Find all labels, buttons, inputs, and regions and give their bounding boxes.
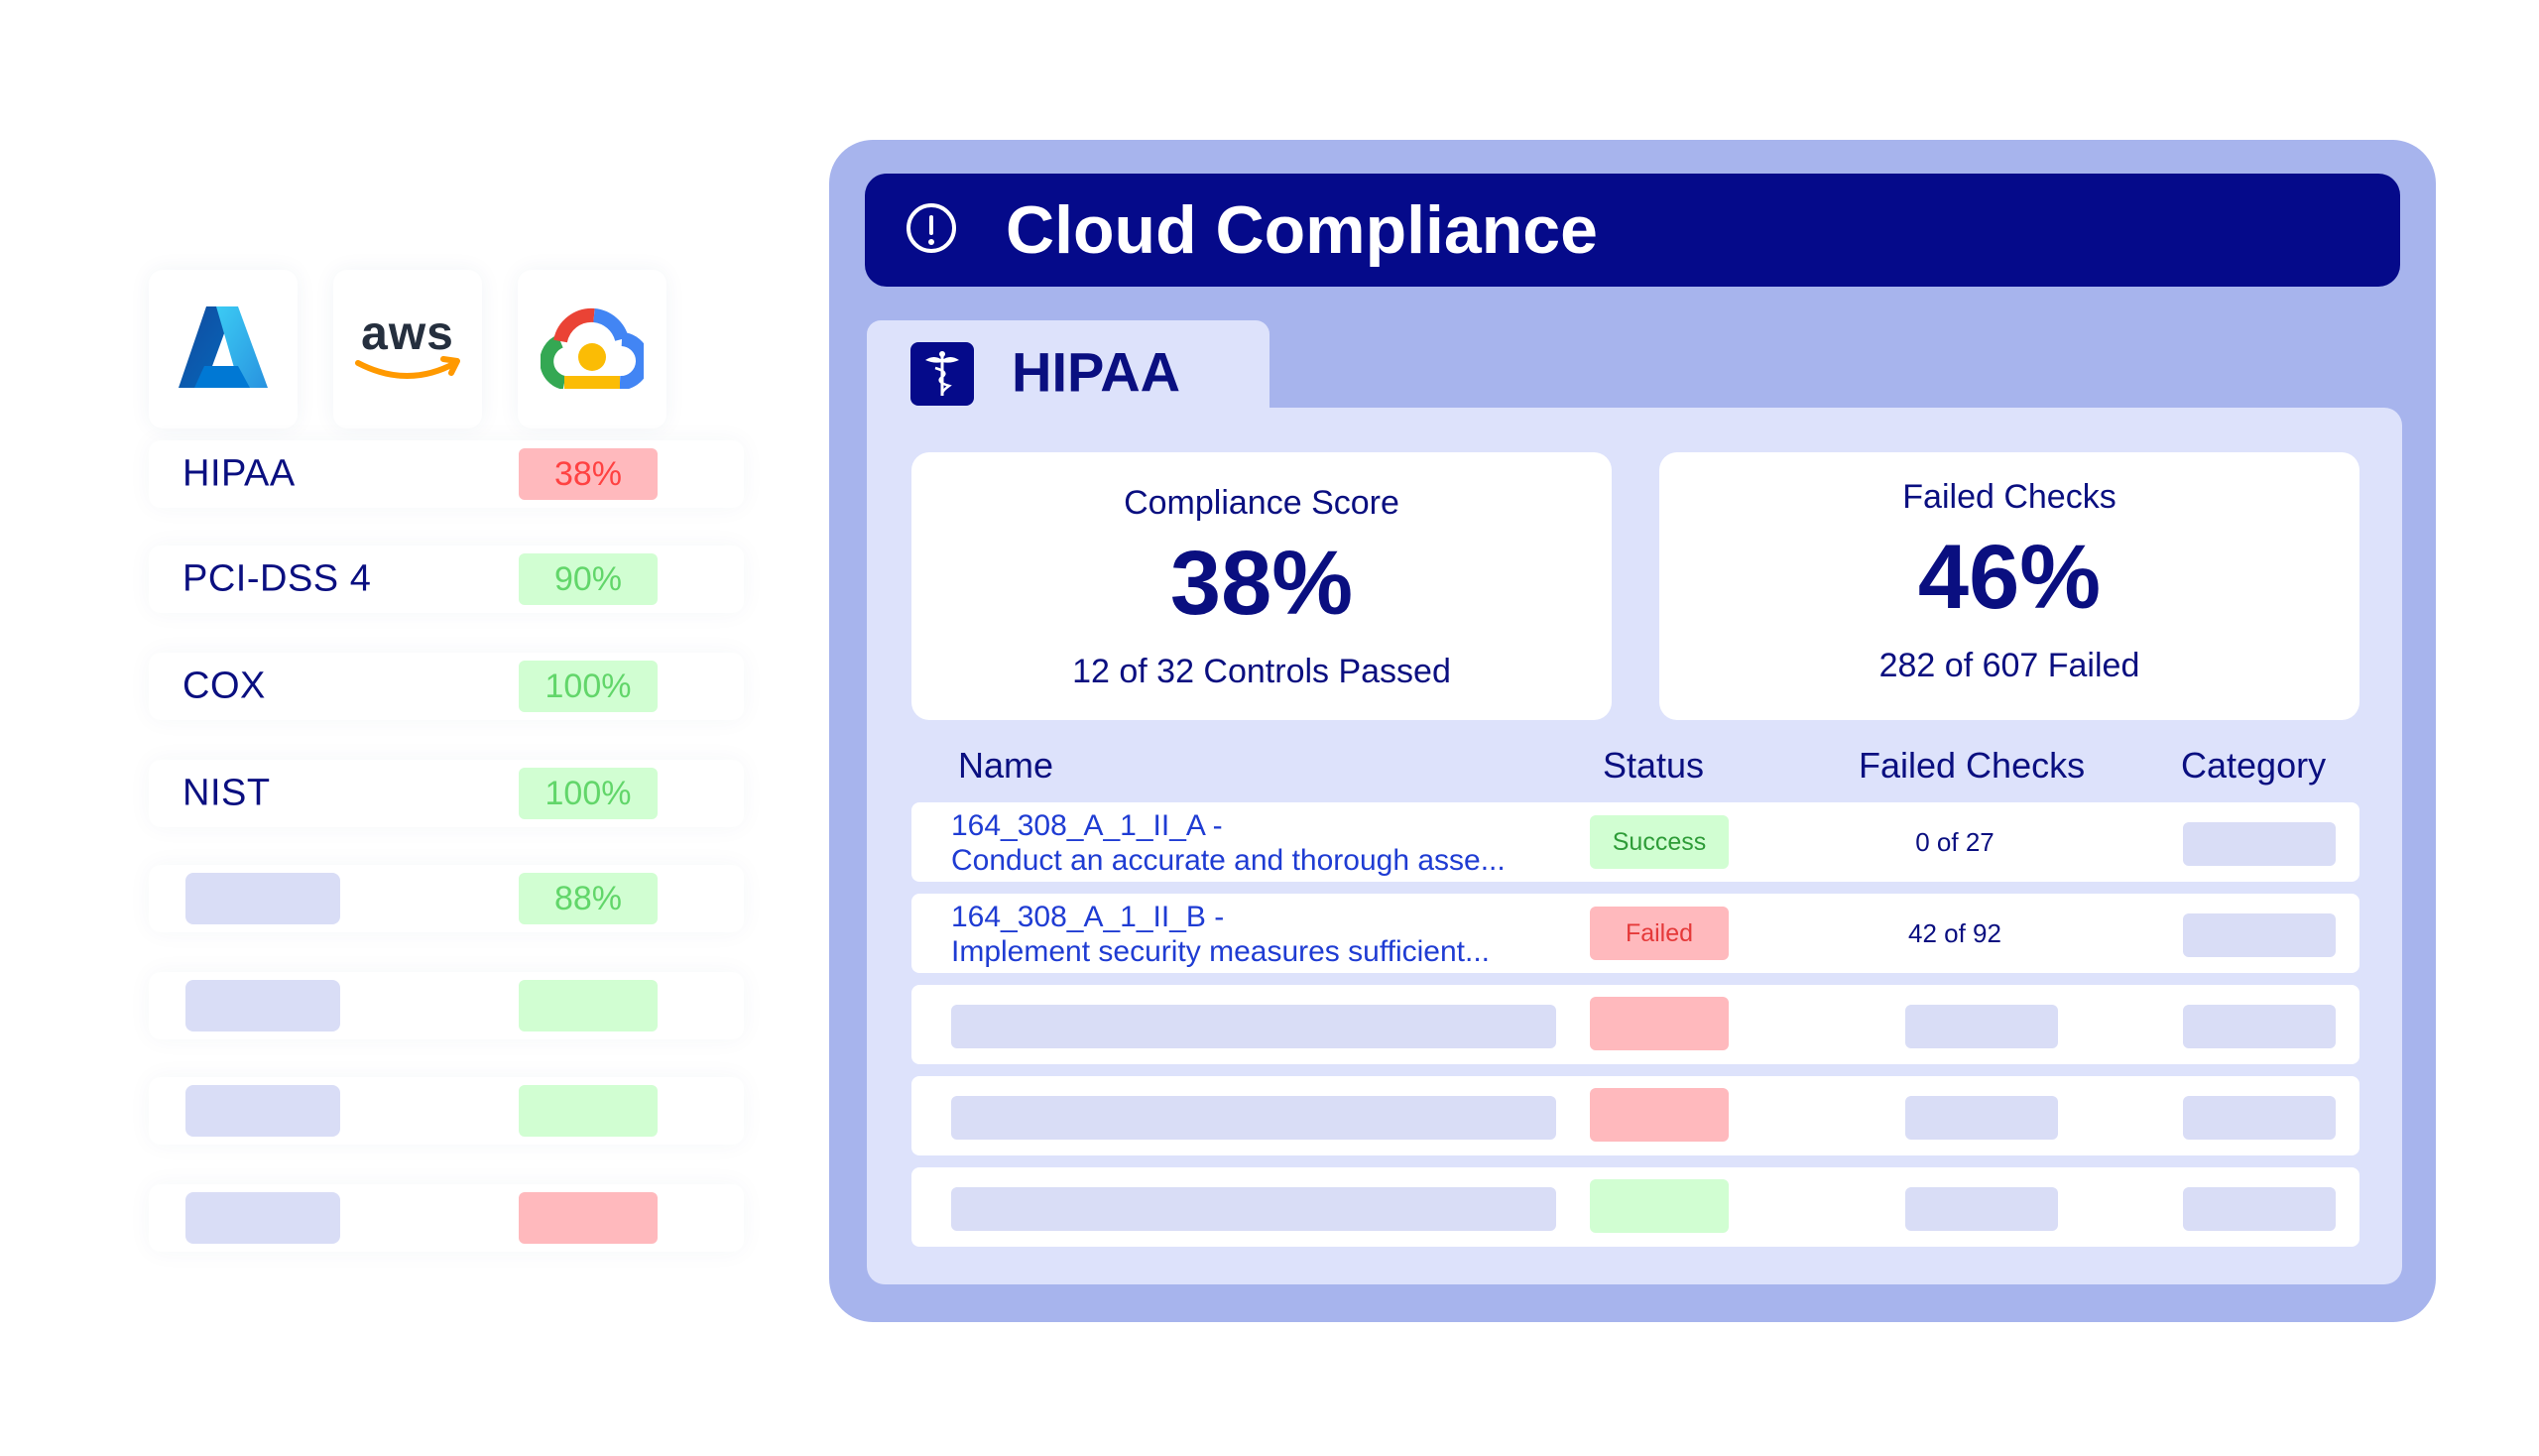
table-row[interactable]: 164_308_A_1_II_B - Implement security mea…: [911, 894, 2359, 973]
framework-row[interactable]: [149, 1184, 744, 1252]
alert-circle-icon: [907, 203, 956, 253]
azure-icon: [177, 304, 270, 395]
compliance-score-card: Compliance Score 38% 12 of 32 Controls P…: [911, 452, 1612, 720]
framework-detail-panel: Compliance Score 38% 12 of 32 Controls P…: [867, 408, 2402, 1284]
name-placeholder: [951, 1187, 1556, 1231]
table-row-placeholder: [911, 1076, 2359, 1155]
score-badge: [519, 980, 658, 1031]
status-badge: Failed: [1590, 907, 1729, 960]
control-description: Implement security measures sufficient..…: [951, 935, 1490, 968]
control-description: Conduct an accurate and thorough asse...: [951, 844, 1506, 877]
failed-checks-card: Failed Checks 46% 282 of 607 Failed: [1659, 452, 2359, 720]
framework-row[interactable]: COX 100%: [149, 653, 744, 720]
category-placeholder: [2183, 1187, 2336, 1231]
stat-title: Failed Checks: [1902, 478, 2116, 516]
stat-title: Compliance Score: [1124, 484, 1399, 522]
failed-checks-placeholder: [1905, 1187, 2058, 1231]
caduceus-icon: [910, 342, 974, 406]
name-placeholder: [951, 1005, 1556, 1048]
status-badge: Success: [1590, 815, 1729, 869]
stat-subtitle: 282 of 607 Failed: [1878, 647, 2140, 684]
framework-name: COX: [182, 665, 266, 707]
stat-value: 38%: [1169, 533, 1354, 634]
framework-row[interactable]: [149, 972, 744, 1039]
column-header-name[interactable]: Name: [958, 745, 1054, 786]
failed-checks-placeholder: [1905, 1005, 2058, 1048]
table-row-placeholder: [911, 985, 2359, 1064]
category-placeholder: [2183, 913, 2336, 957]
column-header-status[interactable]: Status: [1603, 745, 1705, 786]
control-name-link[interactable]: 164_308_A_1_II_A - Conduct an accurate an…: [951, 808, 1576, 878]
tab-label: HIPAA: [1012, 340, 1181, 404]
failed-checks-placeholder: [1905, 1096, 2058, 1140]
score-badge: 88%: [519, 873, 658, 924]
google-cloud-icon: [540, 305, 650, 394]
score-badge: 90%: [519, 553, 658, 605]
score-badge: [519, 1192, 658, 1244]
compliance-card: Cloud Compliance HIPAA Compliance Score …: [829, 140, 2436, 1322]
framework-row[interactable]: HIPAA 38%: [149, 440, 744, 508]
svg-text:aws: aws: [361, 307, 454, 360]
aws-provider-tile[interactable]: aws: [333, 270, 482, 428]
failed-checks-value: 42 of 92: [1908, 917, 2001, 948]
status-placeholder: [1590, 1179, 1729, 1233]
framework-name: NIST: [182, 772, 271, 814]
table-row[interactable]: 164_308_A_1_II_A - Conduct an accurate an…: [911, 802, 2359, 882]
column-header-category[interactable]: Category: [2181, 745, 2327, 786]
azure-provider-tile[interactable]: [149, 270, 298, 428]
aws-icon: aws: [352, 307, 463, 392]
framework-name-placeholder: [185, 1085, 340, 1137]
category-placeholder: [2183, 1005, 2336, 1048]
score-badge: 100%: [519, 768, 658, 819]
framework-row[interactable]: [149, 1077, 744, 1145]
cloud-provider-selector: aws: [149, 270, 666, 428]
framework-name: PCI-DSS 4: [182, 557, 372, 600]
stat-value: 46%: [1917, 527, 2102, 628]
control-id: 164_308_A_1_II_B -: [951, 901, 1225, 933]
score-badge: 100%: [519, 661, 658, 712]
status-placeholder: [1590, 1088, 1729, 1142]
framework-row[interactable]: 88%: [149, 865, 744, 932]
framework-name-placeholder: [185, 1192, 340, 1244]
framework-row[interactable]: NIST 100%: [149, 760, 744, 827]
column-header-failed-checks[interactable]: Failed Checks: [1859, 745, 2086, 786]
card-header: Cloud Compliance: [865, 174, 2400, 287]
failed-checks-value: 0 of 27: [1915, 826, 1995, 857]
framework-row[interactable]: PCI-DSS 4 90%: [149, 546, 744, 613]
google-cloud-provider-tile[interactable]: [518, 270, 666, 428]
table-row-placeholder: [911, 1167, 2359, 1247]
page-title: Cloud Compliance: [1006, 192, 1598, 268]
control-name-link[interactable]: 164_308_A_1_II_B - Implement security mea…: [951, 900, 1576, 969]
score-badge: [519, 1085, 658, 1137]
control-id: 164_308_A_1_II_A -: [951, 809, 1223, 842]
status-placeholder: [1590, 997, 1729, 1050]
name-placeholder: [951, 1096, 1556, 1140]
category-placeholder: [2183, 1096, 2336, 1140]
framework-name: HIPAA: [182, 452, 296, 495]
stat-subtitle: 12 of 32 Controls Passed: [1072, 653, 1451, 690]
framework-name-placeholder: [185, 873, 340, 924]
framework-name-placeholder: [185, 980, 340, 1031]
category-placeholder: [2183, 822, 2336, 866]
score-badge: 38%: [519, 448, 658, 500]
